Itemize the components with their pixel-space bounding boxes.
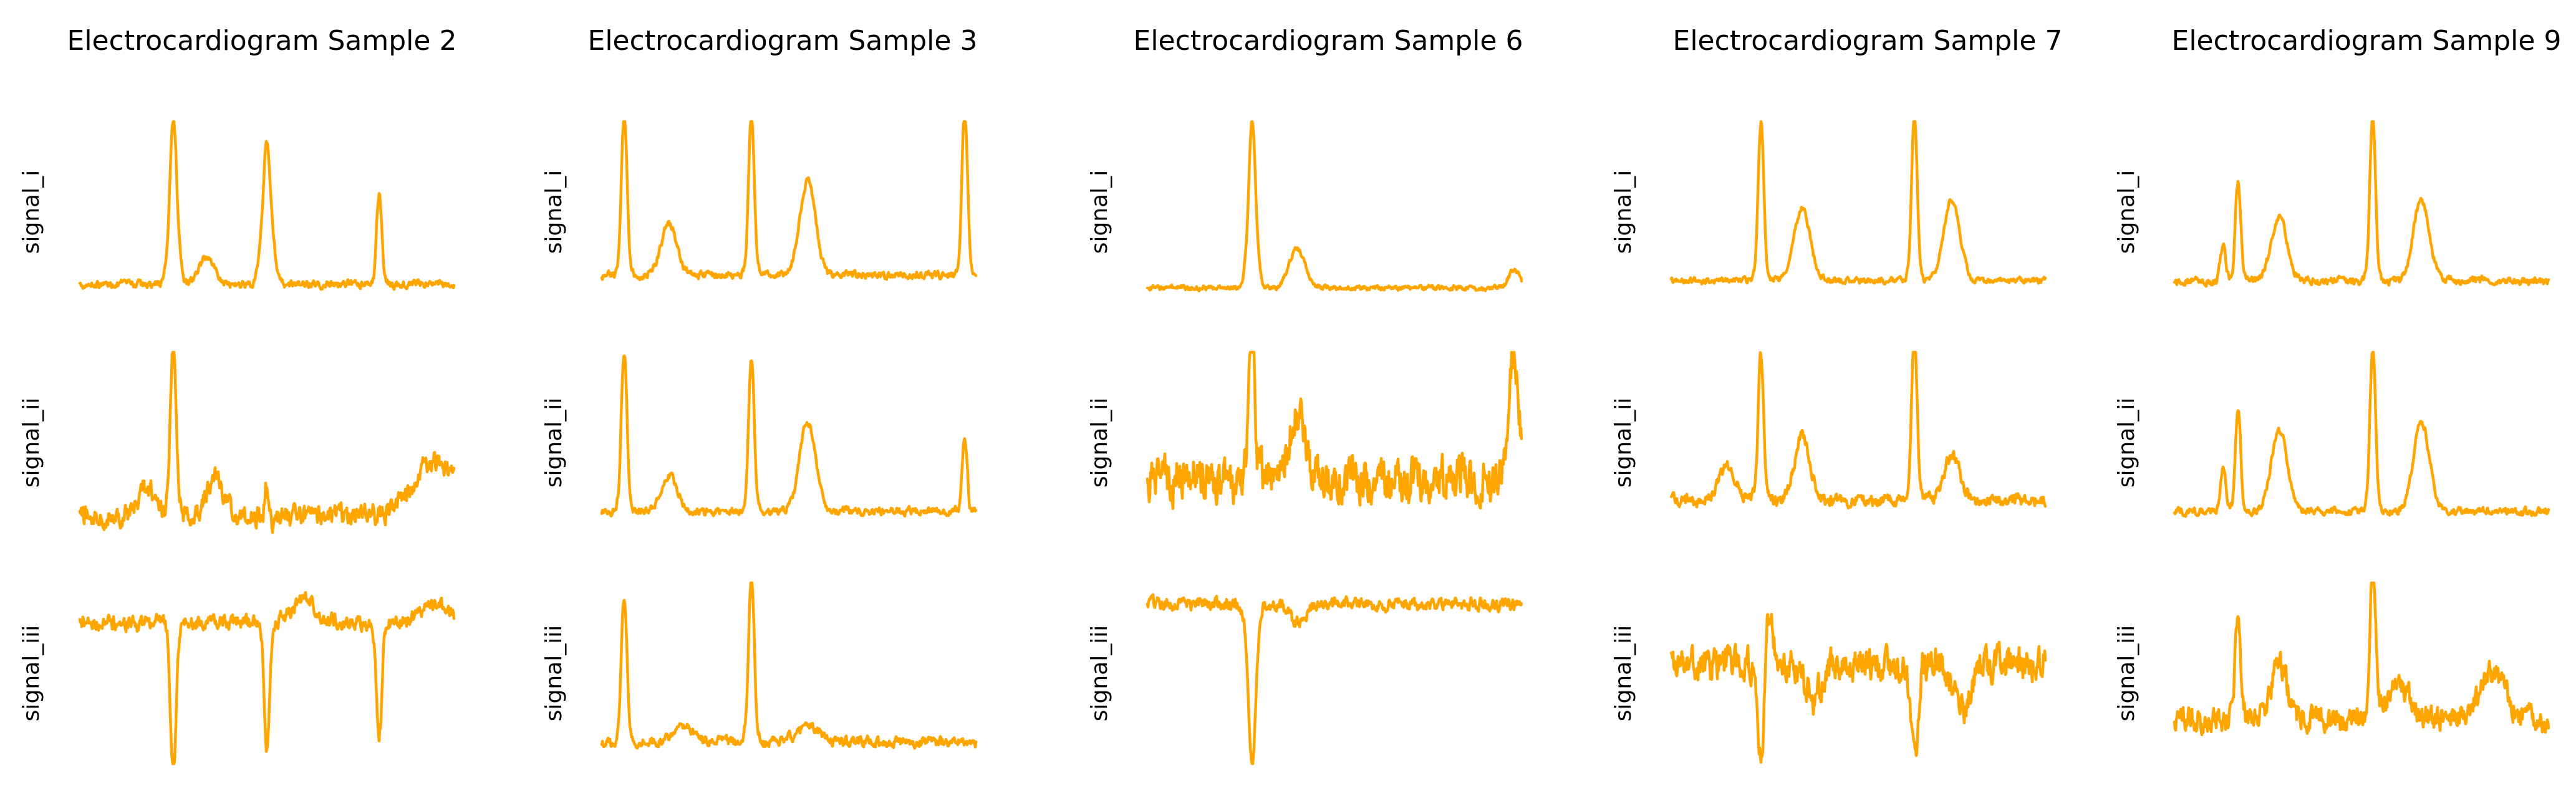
trace-signal_i [600, 120, 978, 282]
series-label-signal_iii: signal_iii [541, 625, 567, 722]
panel-title: Electrocardiogram Sample 2 [67, 25, 457, 57]
series-label-signal_ii: signal_ii [1611, 398, 1636, 488]
panel-title: Electrocardiogram Sample 9 [2172, 25, 2562, 57]
series-label-signal_iii: signal_iii [19, 625, 44, 722]
series-label-signal_i: signal_i [1611, 170, 1636, 254]
series-label-signal_iii: signal_iii [1087, 625, 1112, 722]
series-label-signal_ii: signal_ii [1087, 398, 1112, 488]
trace-signal_i [2173, 120, 2550, 288]
panel-title: Electrocardiogram Sample 6 [1134, 25, 1523, 57]
trace-signal_i [1146, 120, 1523, 293]
ecg-panel-1: Electrocardiogram Sample 2 signal_isignal… [19, 25, 457, 766]
series-label-signal_iii: signal_iii [2114, 625, 2139, 722]
trace-signal_i [78, 120, 456, 291]
ecg-panel-2: Electrocardiogram Sample 3 signal_isignal… [541, 25, 978, 750]
trace-signal_iii [1146, 593, 1523, 766]
trace-signal_ii [600, 354, 978, 518]
ecg-panel-5: Electrocardiogram Sample 9 signal_isignal… [2114, 25, 2562, 736]
series-label-signal_iii: signal_iii [1611, 625, 1636, 722]
trace-signal_i [1669, 120, 2047, 286]
series-label-signal_ii: signal_ii [541, 398, 567, 488]
series-label-signal_i: signal_i [19, 170, 44, 254]
series-label-signal_i: signal_i [2114, 170, 2139, 254]
trace-signal_iii [600, 581, 978, 750]
trace-signal_iii [1669, 613, 2047, 764]
trace-signal_ii [78, 350, 456, 534]
series-label-signal_i: signal_i [1087, 170, 1112, 254]
trace-signal_iii [2173, 581, 2550, 736]
ecg-panel-4: Electrocardiogram Sample 7 signal_isignal… [1611, 25, 2063, 764]
panel-title: Electrocardiogram Sample 3 [588, 25, 978, 57]
series-label-signal_i: signal_i [541, 170, 567, 254]
series-label-signal_ii: signal_ii [19, 398, 44, 488]
panel-title: Electrocardiogram Sample 7 [1673, 25, 2063, 57]
trace-signal_ii [2173, 350, 2550, 518]
trace-signal_ii [1669, 350, 2047, 510]
series-label-signal_ii: signal_ii [2114, 398, 2139, 488]
trace-signal_ii [1146, 350, 1523, 510]
trace-signal_iii [78, 591, 456, 766]
ecg-panel-3: Electrocardiogram Sample 6 signal_isignal… [1087, 25, 1523, 766]
